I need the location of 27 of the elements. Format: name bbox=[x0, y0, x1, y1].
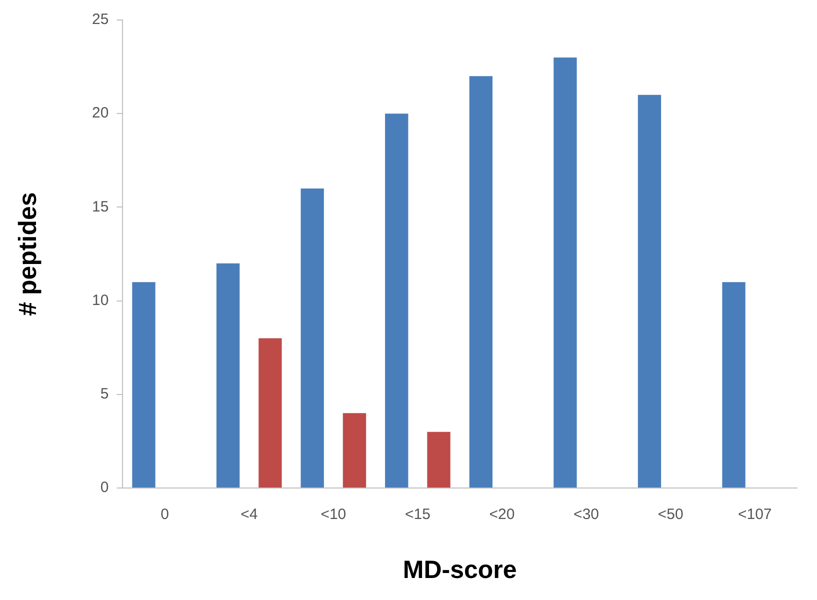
bar bbox=[342, 413, 366, 488]
y-axis-title: # peptides bbox=[14, 192, 42, 316]
bar bbox=[385, 114, 408, 488]
bar bbox=[554, 57, 577, 488]
bar bbox=[427, 432, 450, 488]
y-tick-label: 25 bbox=[92, 11, 109, 28]
x-tick-label: <15 bbox=[404, 506, 430, 524]
x-tick-label: <4 bbox=[240, 506, 258, 524]
bar bbox=[258, 338, 282, 488]
bar bbox=[722, 282, 746, 488]
y-tick-label: 20 bbox=[92, 104, 109, 122]
bar bbox=[216, 263, 240, 488]
bar bbox=[132, 282, 156, 488]
bar bbox=[300, 188, 324, 488]
x-tick-label: <30 bbox=[574, 506, 600, 524]
y-tick-label: 0 bbox=[100, 479, 109, 496]
x-tick-label: <50 bbox=[658, 506, 684, 524]
x-tick-label: <10 bbox=[320, 506, 346, 524]
y-tick-label: 5 bbox=[100, 386, 109, 403]
x-tick-label: <107 bbox=[738, 506, 772, 524]
bar bbox=[638, 94, 662, 488]
x-axis-title: MD-score bbox=[402, 556, 517, 584]
y-tick-label: 15 bbox=[92, 198, 109, 216]
y-tick-label: 10 bbox=[92, 292, 109, 309]
x-tick-label: 0 bbox=[160, 506, 169, 524]
bar bbox=[469, 76, 493, 488]
x-tick-label: <20 bbox=[489, 506, 515, 524]
